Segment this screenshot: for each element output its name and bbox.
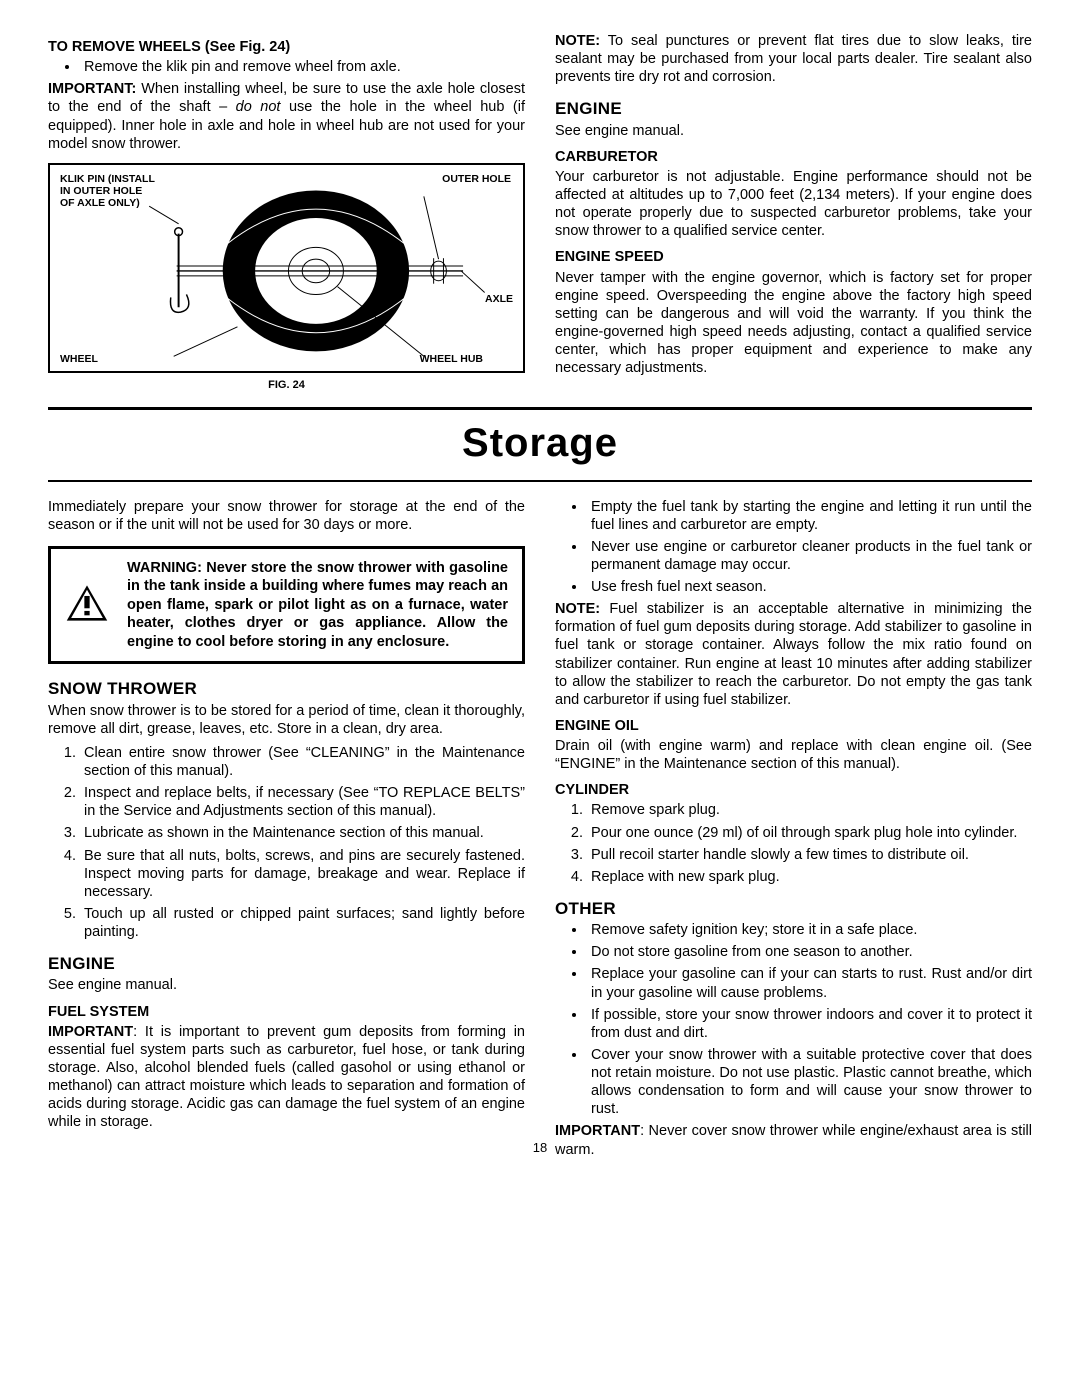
- engine-heading-lower: ENGINE: [48, 953, 525, 974]
- upper-two-columns: TO REMOVE WHEELS (See Fig. 24) Remove th…: [48, 30, 1032, 393]
- list-item: Replace with new spark plug.: [587, 868, 1032, 886]
- section-rule-bottom: [48, 480, 1032, 482]
- list-item: Pour one ounce (29 ml) of oil through sp…: [587, 824, 1032, 842]
- fig-label-wheel-hub: WHEEL HUB: [420, 353, 483, 365]
- snow-thrower-heading: SNOW THROWER: [48, 678, 525, 699]
- fig-label-wheel: WHEEL: [60, 353, 98, 365]
- lower-right-column: Empty the fuel tank by starting the engi…: [555, 496, 1032, 1165]
- upper-left-column: TO REMOVE WHEELS (See Fig. 24) Remove th…: [48, 30, 525, 393]
- cylinder-heading: CYLINDER: [555, 781, 1032, 799]
- other-list: Remove safety ignition key; store it in …: [555, 921, 1032, 1118]
- list-item: Never use engine or carburetor cleaner p…: [587, 538, 1032, 574]
- engine-oil-text: Drain oil (with engine warm) and replace…: [555, 737, 1032, 773]
- see-engine-manual-lower: See engine manual.: [48, 976, 525, 994]
- warning-icon: [65, 583, 109, 628]
- snow-thrower-intro: When snow thrower is to be stored for a …: [48, 702, 525, 738]
- storage-intro: Immediately prepare your snow thrower fo…: [48, 498, 525, 534]
- fuel-system-text: IMPORTANT: It is important to prevent gu…: [48, 1023, 525, 1132]
- carburetor-text: Your carburetor is not adjustable. Engin…: [555, 168, 1032, 241]
- list-item: Inspect and replace belts, if necessary …: [80, 784, 525, 820]
- engine-speed-heading: ENGINE SPEED: [555, 248, 1032, 266]
- figure-24-box: KLIK PIN (INSTALL IN OUTER HOLE OF AXLE …: [48, 163, 525, 373]
- fig-label-outer-hole: OUTER HOLE: [442, 173, 511, 185]
- list-item: Cover your snow thrower with a suitable …: [587, 1046, 1032, 1119]
- page-number: 18: [533, 1140, 547, 1156]
- lower-two-columns: Immediately prepare your snow thrower fo…: [48, 496, 1032, 1165]
- list-item: Remove spark plug.: [587, 801, 1032, 819]
- figure-24-caption: FIG. 24: [48, 379, 525, 393]
- upper-right-column: NOTE: To seal punctures or prevent flat …: [555, 30, 1032, 393]
- engine-heading-upper: ENGINE: [555, 98, 1032, 119]
- list-item: Clean entire snow thrower (See “CLEANING…: [80, 744, 525, 780]
- tire-sealant-note: NOTE: To seal punctures or prevent flat …: [555, 32, 1032, 86]
- remove-wheels-item: Remove the klik pin and remove wheel fro…: [80, 58, 525, 76]
- remove-wheels-list: Remove the klik pin and remove wheel fro…: [48, 58, 525, 76]
- list-item: Pull recoil starter handle slowly a few …: [587, 846, 1032, 864]
- list-item: Empty the fuel tank by starting the engi…: [587, 498, 1032, 534]
- engine-oil-heading: ENGINE OIL: [555, 717, 1032, 735]
- snow-thrower-list: Clean entire snow thrower (See “CLEANING…: [48, 744, 525, 941]
- fuel-system-heading: FUEL SYSTEM: [48, 1003, 525, 1021]
- warning-text: WARNING: Never store the snow thrower wi…: [127, 559, 508, 652]
- list-item: Lubricate as shown in the Maintenance se…: [80, 824, 525, 842]
- list-item: Be sure that all nuts, bolts, screws, an…: [80, 847, 525, 901]
- important-wheel-paragraph: IMPORTANT: When installing wheel, be sur…: [48, 80, 525, 153]
- list-item: Remove safety ignition key; store it in …: [587, 921, 1032, 939]
- lower-left-column: Immediately prepare your snow thrower fo…: [48, 496, 525, 1165]
- list-item: Use fresh fuel next season.: [587, 578, 1032, 596]
- list-item: Touch up all rusted or chipped paint sur…: [80, 905, 525, 941]
- fuel-stabilizer-note: NOTE: Fuel stabilizer is an acceptable a…: [555, 600, 1032, 709]
- important-label: IMPORTANT:: [48, 81, 136, 97]
- engine-speed-text: Never tamper with the engine governor, w…: [555, 269, 1032, 378]
- list-item: Replace your gasoline can if your can st…: [587, 965, 1032, 1001]
- see-engine-manual-upper: See engine manual.: [555, 122, 1032, 140]
- cylinder-list: Remove spark plug. Pour one ounce (29 ml…: [555, 801, 1032, 886]
- fuel-bullets: Empty the fuel tank by starting the engi…: [555, 498, 1032, 597]
- carburetor-heading: CARBURETOR: [555, 148, 1032, 166]
- other-heading: OTHER: [555, 898, 1032, 919]
- list-item: Do not store gasoline from one season to…: [587, 943, 1032, 961]
- fig-label-axle: AXLE: [485, 293, 513, 305]
- list-item: If possible, store your snow thrower ind…: [587, 1006, 1032, 1042]
- remove-wheels-heading: TO REMOVE WHEELS (See Fig. 24): [48, 38, 525, 56]
- section-rule-top: [48, 407, 1032, 410]
- storage-title: Storage: [48, 418, 1032, 468]
- fig-label-klik-pin: KLIK PIN (INSTALL IN OUTER HOLE OF AXLE …: [60, 173, 155, 209]
- important-cover-text: IMPORTANT: Never cover snow thrower whil…: [555, 1122, 1032, 1158]
- warning-box: WARNING: Never store the snow thrower wi…: [48, 546, 525, 665]
